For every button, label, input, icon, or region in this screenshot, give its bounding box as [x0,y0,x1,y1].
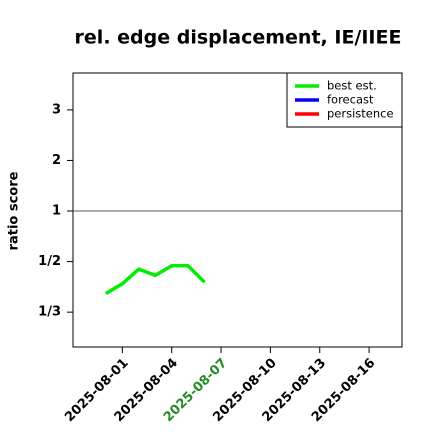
legend-label: best est. [327,79,377,93]
chart-title: rel. edge displacement, IE/IIEE [75,27,402,49]
y-tick-label: 2 [52,153,61,168]
y-tick-label: 1 [52,204,61,219]
y-axis-label: ratio score [7,171,22,250]
series-line [105,264,206,296]
legend-label: forecast [327,93,374,107]
y-tick-label: 1/3 [38,305,61,320]
y-tick-label: 1/2 [38,254,61,269]
plot-frame [72,72,403,348]
legend-label: persistence [327,107,394,121]
y-tick-label: 3 [52,102,61,117]
